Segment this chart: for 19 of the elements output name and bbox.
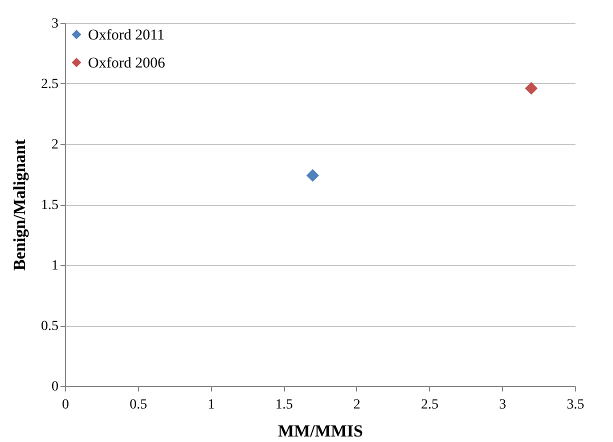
x-tick-label: 1.5	[275, 398, 293, 412]
y-tick-label: 1	[52, 258, 58, 274]
y-axis-title: Benign/Malignant	[10, 139, 29, 271]
y-tick-label: 2.5	[41, 77, 58, 92]
legend-label: Oxford 2006	[88, 56, 166, 72]
y-tick-label: 2	[52, 138, 58, 152]
x-tick-label: 0	[62, 398, 69, 412]
y-tick-label: 0	[52, 380, 58, 394]
x-axis-title: MM/MMIS	[278, 422, 363, 440]
y-tick-label: 1.5	[41, 198, 58, 213]
y-tick-label: 3	[52, 16, 58, 32]
legend-label: Oxford 2011	[88, 28, 165, 44]
x-tick-label: 0.5	[130, 398, 148, 412]
x-tick-label: 2.5	[421, 398, 439, 412]
x-tick-label: 3	[499, 398, 506, 412]
x-tick-label: 2	[353, 398, 360, 412]
x-tick-label: 3.5	[566, 398, 584, 412]
x-tick-label: 1	[208, 398, 215, 412]
y-tick-label: 0.5	[41, 319, 58, 334]
